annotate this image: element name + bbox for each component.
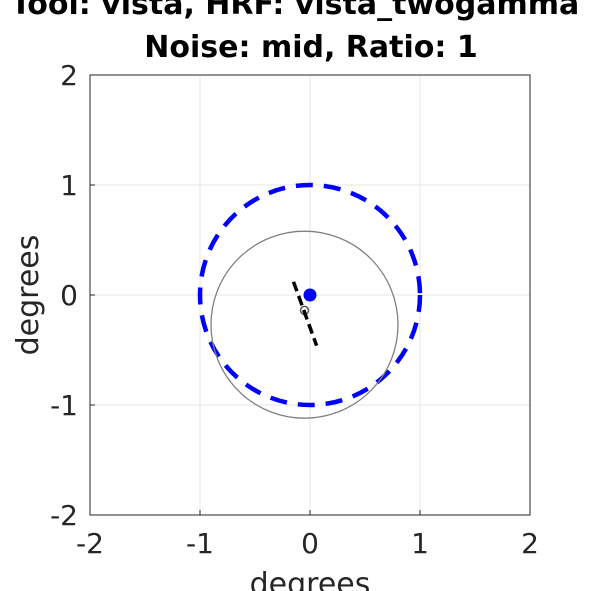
x-tick-label: 2 <box>521 527 539 560</box>
chart-title-line-1: Tool: vista, HRF: vista_twogamma <box>11 0 579 22</box>
x-tick-label: 0 <box>301 527 319 560</box>
x-axis-label: degrees <box>250 567 371 591</box>
plot-marks <box>197 182 423 419</box>
x-tick-label: -2 <box>76 527 104 560</box>
y-tick-label: 1 <box>60 169 78 202</box>
true-prf-circle <box>197 182 423 408</box>
y-tick-label: 2 <box>60 59 78 92</box>
y-tick-label: 0 <box>60 279 78 312</box>
x-tick-label: -1 <box>186 527 214 560</box>
estimate-segment <box>291 281 319 347</box>
true-prf-center <box>303 288 317 302</box>
x-tick-label: 1 <box>411 527 429 560</box>
y-axis-label: degrees <box>11 235 46 356</box>
estimated-prf-circle <box>210 230 399 419</box>
y-tick-label: -2 <box>50 499 78 532</box>
y-tick-label: -1 <box>50 389 78 422</box>
axis-ticks: -2 -1 0 1 2 -2 -1 0 1 2 <box>50 59 539 560</box>
chart-title-line-2: Noise: mid, Ratio: 1 <box>144 30 477 65</box>
